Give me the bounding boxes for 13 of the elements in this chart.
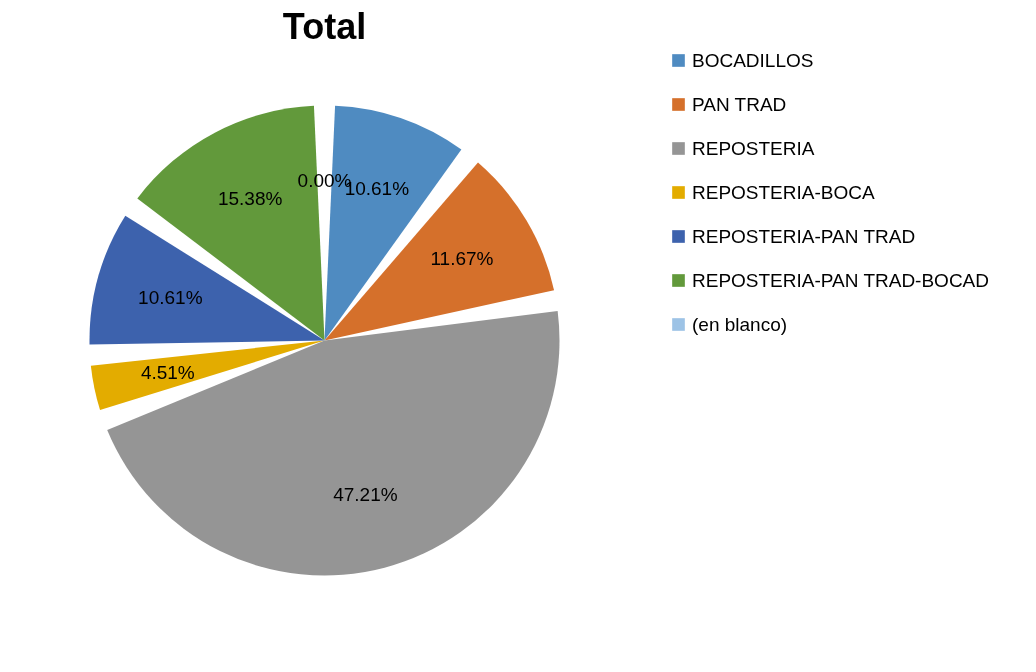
data-label: 47.21% xyxy=(333,484,398,506)
data-label: 11.67% xyxy=(430,247,494,269)
legend-label: REPOSTERIA-BOCA xyxy=(692,181,875,203)
data-label: 15.38% xyxy=(217,187,283,209)
legend-label: BOCADILLOS xyxy=(692,49,814,71)
chart-title: Total xyxy=(282,6,367,47)
legend-label: REPOSTERIA-PAN TRAD-BOCAD xyxy=(692,269,990,291)
legend-label: PAN TRAD xyxy=(692,93,787,115)
legend-label: REPOSTERIA-PAN TRAD xyxy=(692,225,916,247)
data-label: 10.61% xyxy=(138,286,203,308)
legend-label: REPOSTERIA xyxy=(692,137,815,159)
data-label: 4.51% xyxy=(140,361,195,383)
legend-label: (en blanco) xyxy=(692,313,788,335)
